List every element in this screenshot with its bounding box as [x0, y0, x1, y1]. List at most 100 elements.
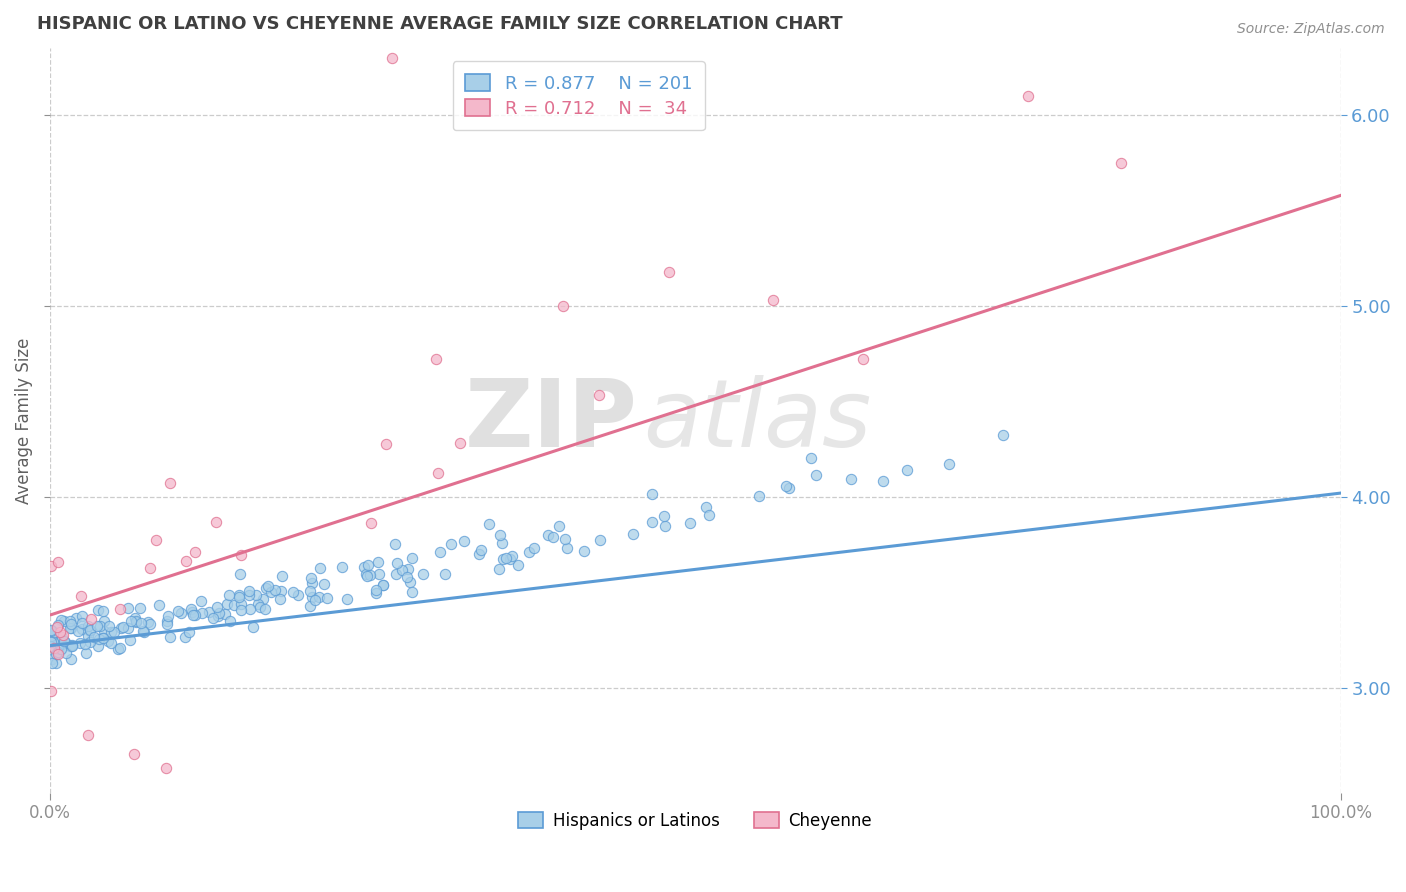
- Point: [354, 567, 377, 582]
- Point: [298, 583, 321, 598]
- Point: [367, 555, 389, 569]
- Point: [229, 566, 252, 581]
- Point: [41, 657, 63, 671]
- Point: [59, 639, 82, 653]
- Point: [53, 633, 76, 648]
- Point: [256, 579, 278, 593]
- Point: [134, 625, 156, 640]
- Point: [169, 606, 191, 620]
- Point: [103, 624, 125, 639]
- Text: atlas: atlas: [644, 375, 872, 466]
- Point: [778, 481, 800, 495]
- Point: [254, 601, 277, 615]
- Point: [301, 590, 323, 604]
- Point: [356, 569, 378, 583]
- Point: [762, 293, 785, 308]
- Point: [449, 435, 471, 450]
- Point: [401, 551, 423, 566]
- Point: [395, 570, 418, 584]
- Point: [125, 614, 148, 628]
- Point: [384, 537, 406, 551]
- Point: [46, 647, 69, 661]
- Point: [52, 628, 75, 642]
- Point: [439, 537, 461, 551]
- Point: [184, 608, 207, 623]
- Point: [254, 581, 277, 595]
- Point: [136, 615, 159, 629]
- Point: [156, 617, 179, 632]
- Point: [281, 584, 304, 599]
- Point: [145, 533, 167, 547]
- Point: [125, 615, 148, 629]
- Point: [120, 632, 142, 647]
- Point: [205, 515, 228, 529]
- Point: [55, 646, 77, 660]
- Point: [79, 624, 101, 638]
- Point: [841, 472, 863, 486]
- Point: [91, 631, 114, 645]
- Point: [391, 563, 413, 577]
- Point: [59, 621, 82, 635]
- Point: [501, 549, 523, 564]
- Point: [139, 616, 162, 631]
- Point: [49, 642, 72, 657]
- Point: [53, 634, 76, 648]
- Point: [271, 568, 294, 582]
- Point: [60, 639, 83, 653]
- Point: [433, 567, 456, 582]
- Point: [110, 602, 132, 616]
- Point: [201, 611, 224, 625]
- Point: [46, 618, 69, 632]
- Point: [117, 601, 139, 615]
- Point: [49, 624, 72, 639]
- Point: [39, 629, 62, 643]
- Point: [238, 584, 260, 599]
- Point: [117, 621, 139, 635]
- Point: [218, 588, 240, 602]
- Point: [309, 560, 332, 574]
- Point: [470, 542, 492, 557]
- Point: [330, 560, 353, 574]
- Point: [45, 620, 67, 634]
- Point: [124, 611, 146, 625]
- Point: [93, 624, 115, 638]
- Point: [208, 606, 231, 620]
- Point: [541, 530, 564, 544]
- Point: [385, 557, 408, 571]
- Point: [111, 620, 134, 634]
- Point: [263, 583, 285, 598]
- Point: [547, 519, 569, 533]
- Point: [219, 614, 242, 628]
- Point: [247, 598, 270, 612]
- Point: [574, 544, 596, 558]
- Point: [748, 489, 770, 503]
- Point: [425, 351, 447, 366]
- Point: [467, 548, 489, 562]
- Text: Source: ZipAtlas.com: Source: ZipAtlas.com: [1237, 22, 1385, 37]
- Point: [107, 641, 129, 656]
- Point: [148, 599, 170, 613]
- Point: [316, 591, 339, 606]
- Point: [157, 609, 180, 624]
- Point: [229, 549, 252, 563]
- Point: [491, 536, 513, 550]
- Point: [401, 585, 423, 599]
- Point: [381, 51, 404, 65]
- Point: [489, 528, 512, 542]
- Text: HISPANIC OR LATINO VS CHEYENNE AVERAGE FAMILY SIZE CORRELATION CHART: HISPANIC OR LATINO VS CHEYENNE AVERAGE F…: [37, 15, 842, 33]
- Point: [181, 608, 204, 623]
- Point: [70, 589, 93, 603]
- Point: [775, 479, 797, 493]
- Point: [183, 545, 205, 559]
- Point: [59, 639, 82, 653]
- Point: [79, 624, 101, 638]
- Point: [991, 428, 1014, 442]
- Point: [39, 635, 62, 649]
- Point: [93, 615, 115, 629]
- Point: [205, 600, 228, 615]
- Point: [122, 747, 145, 762]
- Point: [76, 619, 98, 633]
- Point: [77, 728, 100, 742]
- Point: [167, 604, 190, 618]
- Point: [87, 603, 110, 617]
